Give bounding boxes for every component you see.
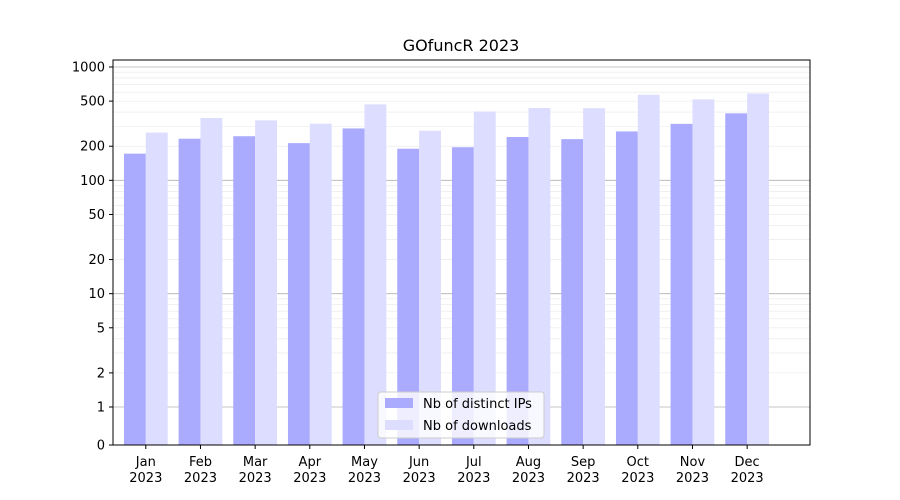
x-tick-label-year: 2023 xyxy=(293,471,326,486)
x-tick-label-month: Mar xyxy=(243,455,268,470)
x-tick-label-month: May xyxy=(351,455,378,470)
x-tick-label-month: Dec xyxy=(735,455,760,470)
y-tick-label: 5 xyxy=(97,321,105,336)
bar-ips xyxy=(615,131,638,445)
bar-downloads xyxy=(145,132,168,445)
bar-downloads xyxy=(528,107,551,445)
x-tick-label-month: Jun xyxy=(408,455,429,470)
x-tick-label-month: Nov xyxy=(680,455,706,470)
y-tick-label: 10 xyxy=(88,287,105,302)
bar-ips xyxy=(561,139,584,446)
x-tick-label-year: 2023 xyxy=(348,471,381,486)
bar-ips xyxy=(451,147,474,445)
x-tick-label-year: 2023 xyxy=(731,471,764,486)
bar-ips xyxy=(233,136,256,445)
bar-ips xyxy=(287,143,310,445)
x-tick-label-year: 2023 xyxy=(457,471,490,486)
x-tick-label-month: Jan xyxy=(135,455,156,470)
x-tick-label-year: 2023 xyxy=(676,471,709,486)
bar-downloads xyxy=(747,93,769,446)
x-tick-label-month: Jul xyxy=(465,455,482,470)
legend-box xyxy=(377,391,545,439)
x-tick-label-year: 2023 xyxy=(239,471,272,486)
x-tick-label-year: 2023 xyxy=(129,471,162,486)
bar-downloads xyxy=(309,123,332,445)
x-tick-label-month: Feb xyxy=(189,455,212,470)
bar-ips xyxy=(123,153,146,445)
bar-ips xyxy=(670,123,693,445)
bar-ips xyxy=(506,137,529,445)
plot-frame xyxy=(112,59,811,446)
bar-downloads xyxy=(419,130,441,445)
x-tick-label-year: 2023 xyxy=(512,471,545,486)
x-tick-label-month: Aug xyxy=(516,455,541,470)
bar-ips xyxy=(725,113,748,445)
y-tick-label: 100 xyxy=(80,174,105,189)
x-tick-label-year: 2023 xyxy=(184,471,217,486)
bars xyxy=(123,93,769,446)
x-tick-label-year: 2023 xyxy=(567,471,600,486)
bar-ips xyxy=(178,138,201,446)
y-tick-label: 2 xyxy=(97,366,105,381)
x-tick-label-month: Apr xyxy=(299,455,322,470)
y-tick-label: 20 xyxy=(88,253,105,268)
bar-downloads xyxy=(692,99,715,445)
bar-downloads xyxy=(200,117,223,445)
bar-downloads xyxy=(255,120,277,446)
legend-swatch-downloads xyxy=(385,420,413,430)
legend-label-downloads: Nb of downloads xyxy=(423,419,532,434)
x-tick-label-month: Oct xyxy=(627,455,649,470)
bar-downloads xyxy=(583,108,605,446)
y-tick-label: 500 xyxy=(80,95,105,110)
legend-label-ips: Nb of distinct IPs xyxy=(423,397,532,412)
bar-ips xyxy=(397,148,420,445)
y-tick-label: 0 xyxy=(97,439,105,454)
x-tick-label-year: 2023 xyxy=(621,471,654,486)
y-tick-label: 1 xyxy=(97,401,105,416)
x-tick-label-year: 2023 xyxy=(403,471,436,486)
bar-downloads xyxy=(473,111,496,445)
y-tick-label: 1000 xyxy=(72,61,105,76)
x-axis: Jan2023Feb2023Mar2023Apr2023May2023Jun20… xyxy=(129,445,764,486)
bar-ips xyxy=(342,128,365,445)
chart-title: GOfuncR 2023 xyxy=(403,36,520,55)
legend-swatch-ips xyxy=(385,398,413,408)
x-tick-label-month: Sep xyxy=(571,455,596,470)
bar-downloads xyxy=(637,94,660,446)
y-tick-label: 200 xyxy=(80,140,105,155)
legend: Nb of distinct IPs Nb of downloads xyxy=(377,391,545,439)
bar-downloads xyxy=(364,104,387,446)
y-tick-label: 50 xyxy=(88,208,105,223)
y-axis: 0 1 2 5 10 20 50 100 200 500 1000 xyxy=(72,61,113,454)
